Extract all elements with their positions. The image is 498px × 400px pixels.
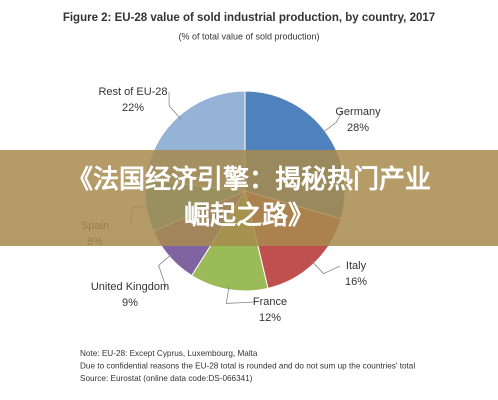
- slice-value: 9%: [122, 297, 138, 309]
- slice-value: 22%: [122, 102, 144, 114]
- leader-line: [225, 285, 255, 304]
- leader-line: [158, 253, 173, 288]
- banner-text: 《法国经济引擎：揭秘热门产业崛起之路》: [66, 165, 431, 231]
- slice-label: Germany: [335, 106, 381, 118]
- banner: 《法国经济引擎：揭秘热门产业崛起之路》: [0, 150, 498, 246]
- note: Source: Eurostat (online data code:DS-06…: [80, 374, 253, 383]
- slice-label: United Kingdom: [91, 281, 169, 293]
- note: Due to confidential reasons the EU-28 to…: [80, 362, 415, 371]
- slice-value: 12%: [259, 312, 281, 324]
- slice-label: Italy: [346, 260, 367, 272]
- chart-subtitle: (% of total value of sold production): [178, 31, 319, 41]
- note: Note: EU-28: Except Cyprus, Luxembourg, …: [80, 349, 258, 358]
- leader-line: [168, 91, 182, 120]
- slice-value: 16%: [345, 276, 367, 288]
- leader-line: [321, 111, 343, 134]
- chart-title: Figure 2: EU-28 value of sold industrial…: [63, 12, 435, 24]
- slice-value: 28%: [347, 122, 369, 134]
- slice-label: France: [253, 296, 287, 308]
- leader-line: [310, 260, 341, 275]
- slice-label: Rest of EU-28: [98, 86, 167, 98]
